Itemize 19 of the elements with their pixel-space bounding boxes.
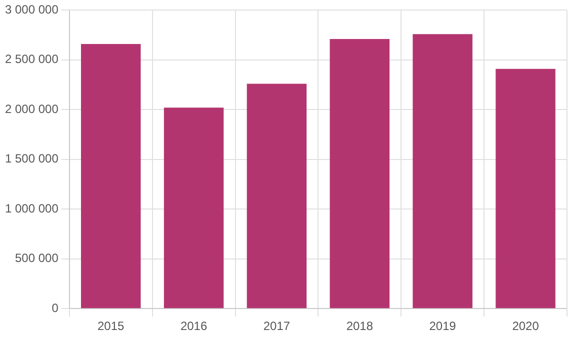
y-tick-label: 1 500 000 xyxy=(4,152,59,166)
x-tick-label: 2020 xyxy=(512,319,540,334)
y-tick-label: 2 000 000 xyxy=(4,102,59,116)
x-tick-label: 2015 xyxy=(98,319,125,334)
y-tick-label: 1 000 000 xyxy=(4,201,59,216)
bar xyxy=(412,34,472,308)
bar xyxy=(246,84,307,308)
x-tick-label: 2017 xyxy=(263,319,290,334)
x-tick-label: 2016 xyxy=(180,319,208,334)
y-tick-label: 3 000 000 xyxy=(4,2,59,17)
bar xyxy=(80,44,141,308)
y-tick-label: 2 500 000 xyxy=(4,52,59,66)
bar xyxy=(164,108,224,308)
bar xyxy=(330,39,390,308)
y-tick-label: 0 xyxy=(52,300,59,315)
x-tick-label: 2019 xyxy=(429,319,456,334)
bar xyxy=(496,68,556,308)
x-tick-label: 2018 xyxy=(346,319,374,334)
y-tick-label: 500 000 xyxy=(14,251,59,266)
